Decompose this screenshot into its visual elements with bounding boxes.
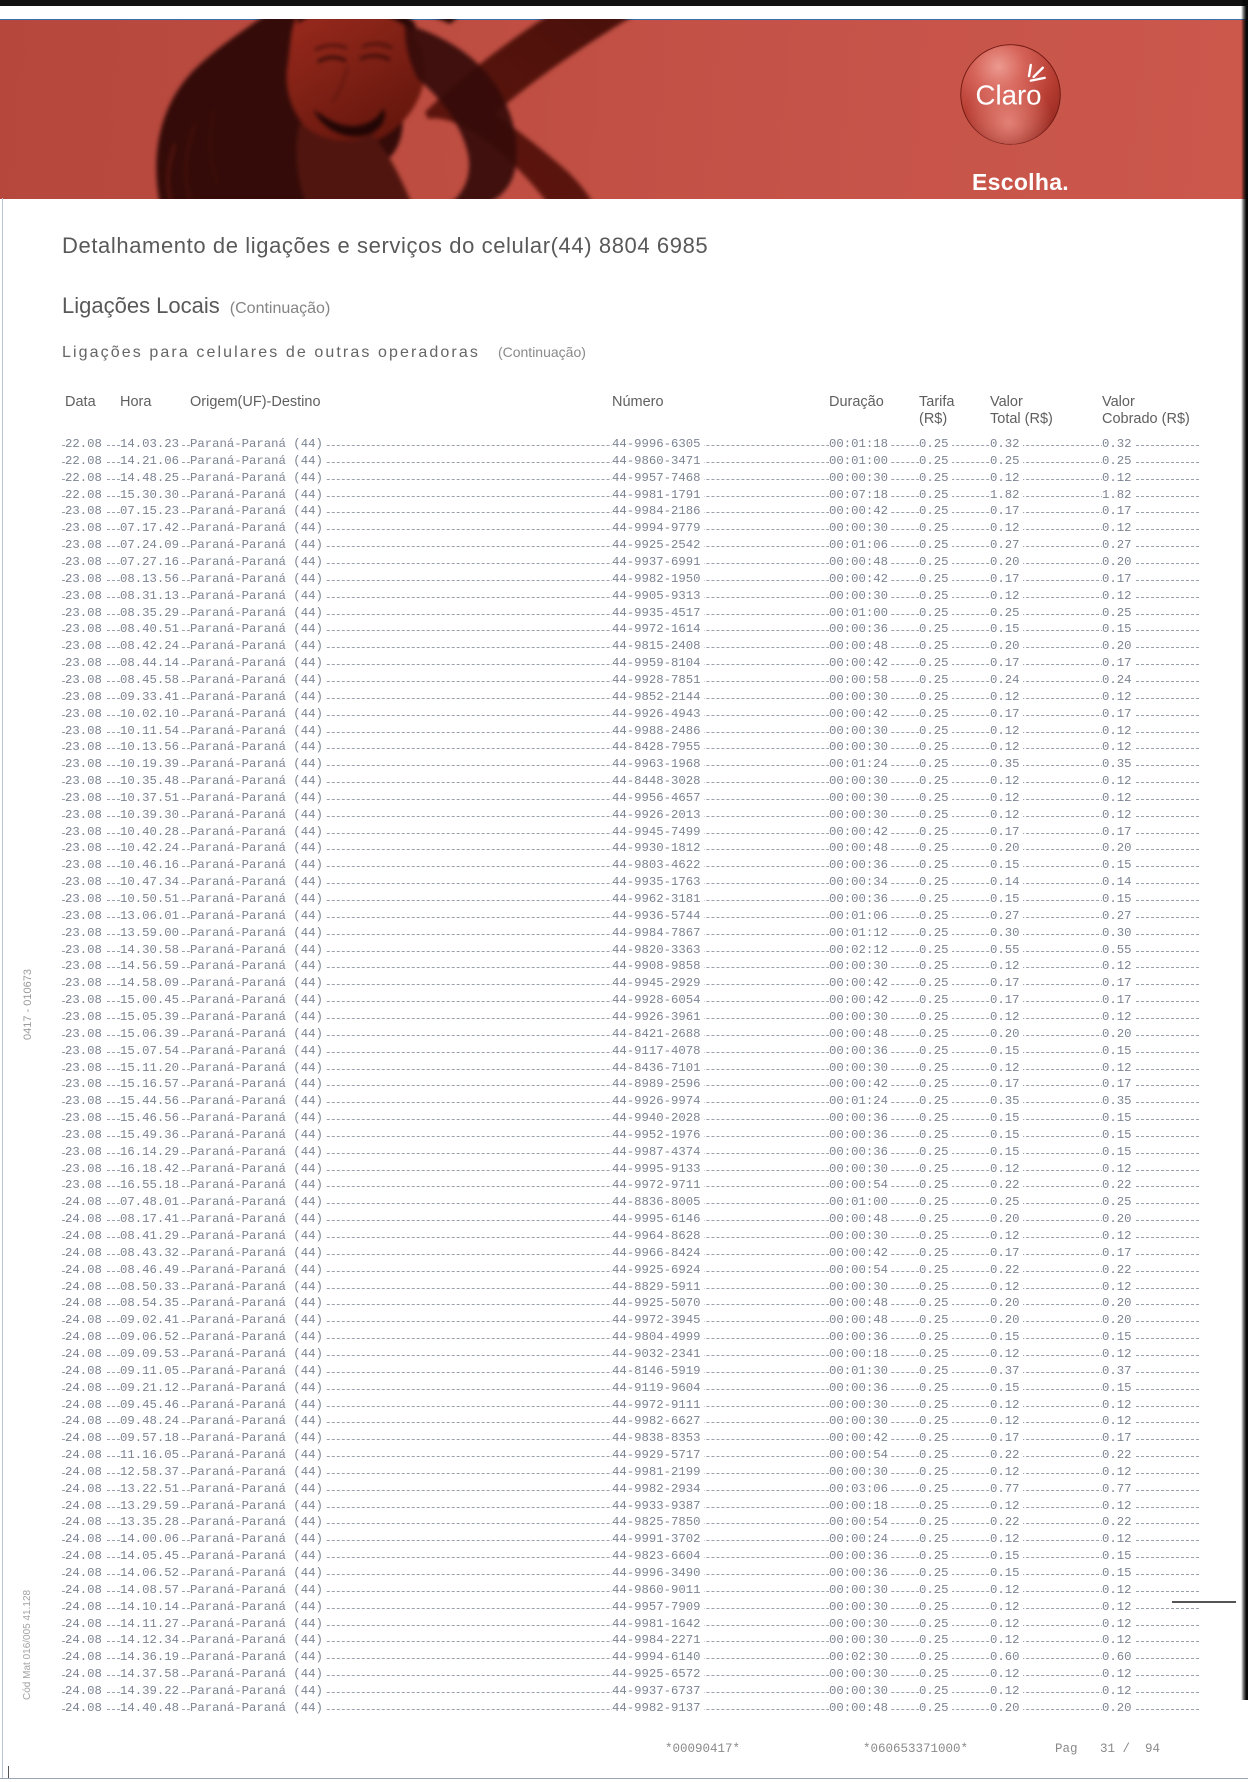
svg-text:Claro: Claro xyxy=(976,80,1042,111)
